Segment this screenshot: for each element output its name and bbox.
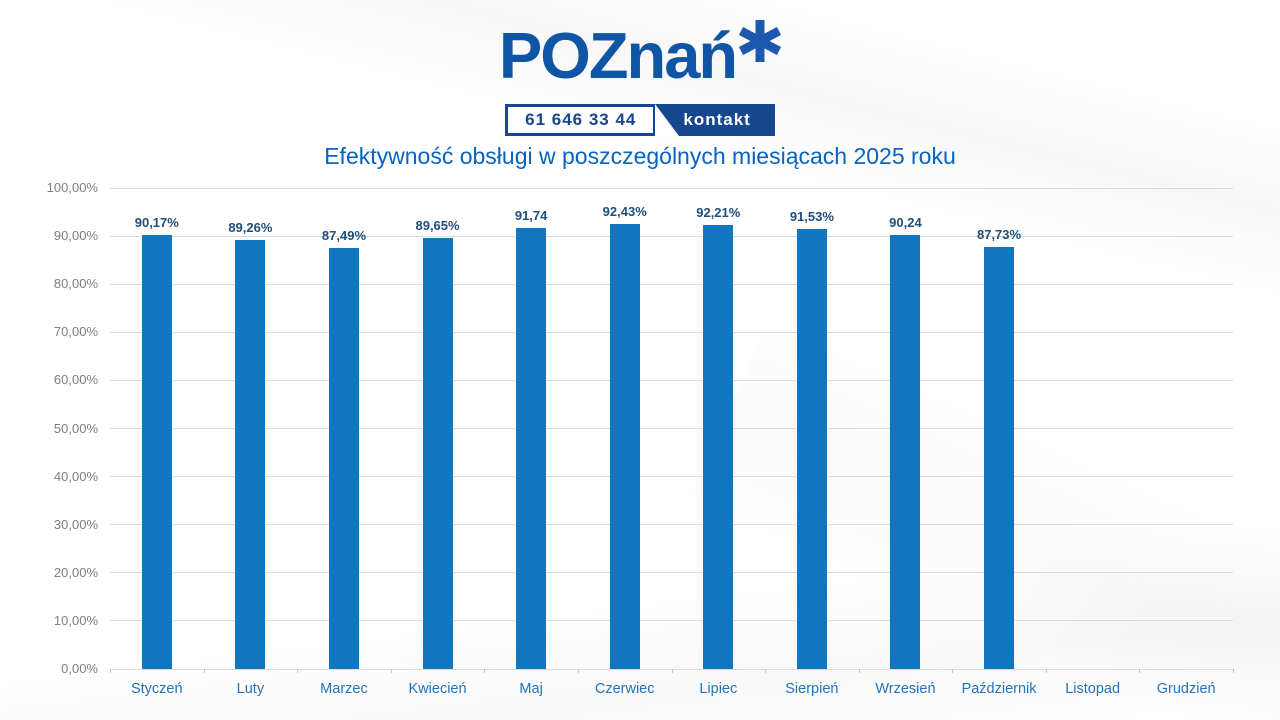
phone-number-box: 61 646 33 44 <box>505 104 657 136</box>
bar-value-label: 87,73% <box>976 227 1022 243</box>
gridline <box>110 572 1233 574</box>
bar <box>984 247 1015 669</box>
gridline <box>110 620 1233 622</box>
x-tick-label: Październik <box>961 681 1037 697</box>
x-tick-label: Maj <box>519 681 543 697</box>
bar-value-label: 89,26% <box>228 219 273 235</box>
bar <box>141 235 172 669</box>
bar <box>796 228 827 669</box>
x-axis-tick <box>1045 669 1047 673</box>
x-tick-label: Lipiec <box>699 681 738 697</box>
y-tick-label: 90,00% <box>53 228 98 244</box>
x-tick-label: Wrzesień <box>875 681 936 697</box>
contact-badge: 61 646 33 44 kontakt <box>0 104 1280 136</box>
bar-value-label: 90,17% <box>134 215 179 231</box>
gridline <box>110 428 1233 429</box>
gridline <box>110 379 1233 381</box>
x-tick-label: Czerwiec <box>594 681 655 697</box>
x-tick-label: Grudzień <box>1156 681 1216 697</box>
y-tick-label: 30,00% <box>53 516 98 532</box>
logo-text-nan: nań <box>626 19 739 92</box>
x-axis-tick <box>484 669 486 673</box>
bar <box>890 234 921 669</box>
x-axis-tick <box>203 669 205 673</box>
y-tick-label: 80,00% <box>53 276 98 292</box>
x-axis-tick <box>390 669 392 673</box>
bar-value-label: 90,24 <box>889 214 922 230</box>
bar <box>609 224 640 669</box>
y-tick-label: 70,00% <box>53 324 98 340</box>
y-tick-label: 100,00% <box>46 180 98 195</box>
phone-number: 61 646 33 44 <box>525 110 637 129</box>
x-axis-tick <box>577 669 579 673</box>
x-axis-tick <box>858 669 860 673</box>
y-tick-label: 60,00% <box>53 372 98 388</box>
x-axis-tick <box>952 669 954 673</box>
bar <box>516 227 547 669</box>
bar-value-label: 87,49% <box>321 228 366 244</box>
bar-value-label: 89,65% <box>415 217 460 233</box>
y-tick-label: 0,00% <box>61 661 98 676</box>
x-axis-tick <box>1139 669 1141 673</box>
badge-pointer-shape <box>655 104 680 136</box>
gridline <box>110 283 1233 285</box>
x-tick-label: Luty <box>236 681 265 697</box>
bar-value-label: 92,43% <box>602 204 647 220</box>
x-axis-tick <box>671 669 673 673</box>
x-axis-tick <box>765 669 767 673</box>
y-tick-label: 50,00% <box>53 420 98 436</box>
x-tick-label: Kwiecień <box>408 681 467 697</box>
gridline <box>110 524 1233 526</box>
gridline <box>110 331 1233 333</box>
bar-value-label: 91,74 <box>514 207 548 223</box>
x-tick-label: Listopad <box>1065 681 1121 697</box>
x-axis-tick <box>1233 669 1234 673</box>
bar <box>328 248 359 669</box>
chart-title: Efektywność obsługi w poszczególnych mie… <box>324 143 956 169</box>
bar-value-label: 91,53% <box>789 208 834 224</box>
bar <box>422 237 453 669</box>
bar <box>703 225 734 669</box>
x-tick-label: Marzec <box>320 681 368 697</box>
logo-wordmark: POZnań <box>498 18 739 94</box>
bar-chart-plot-area: 0,00% 10,00% 20,00% 30,00% 40,00% 50,00% 60,00… <box>47 180 1234 697</box>
bar-value-label: 92,21% <box>696 205 741 221</box>
logo-text-poz: POZ <box>498 19 629 92</box>
bar <box>235 239 266 669</box>
y-tick-label: 20,00% <box>53 564 98 580</box>
x-axis-tick <box>110 669 111 673</box>
x-tick-label: Sierpień <box>785 681 839 697</box>
gridline <box>110 187 1233 189</box>
asterisk-icon <box>739 20 782 62</box>
y-tick-label: 40,00% <box>53 468 98 484</box>
x-tick-label: Styczeń <box>130 681 183 697</box>
poznan-logo: POZnań <box>0 18 1280 94</box>
gridline <box>110 235 1233 237</box>
x-axis-tick <box>297 669 299 673</box>
kontakt-label: kontakt <box>683 110 751 129</box>
y-tick-label: 10,00% <box>53 612 98 628</box>
gridline <box>110 476 1233 478</box>
